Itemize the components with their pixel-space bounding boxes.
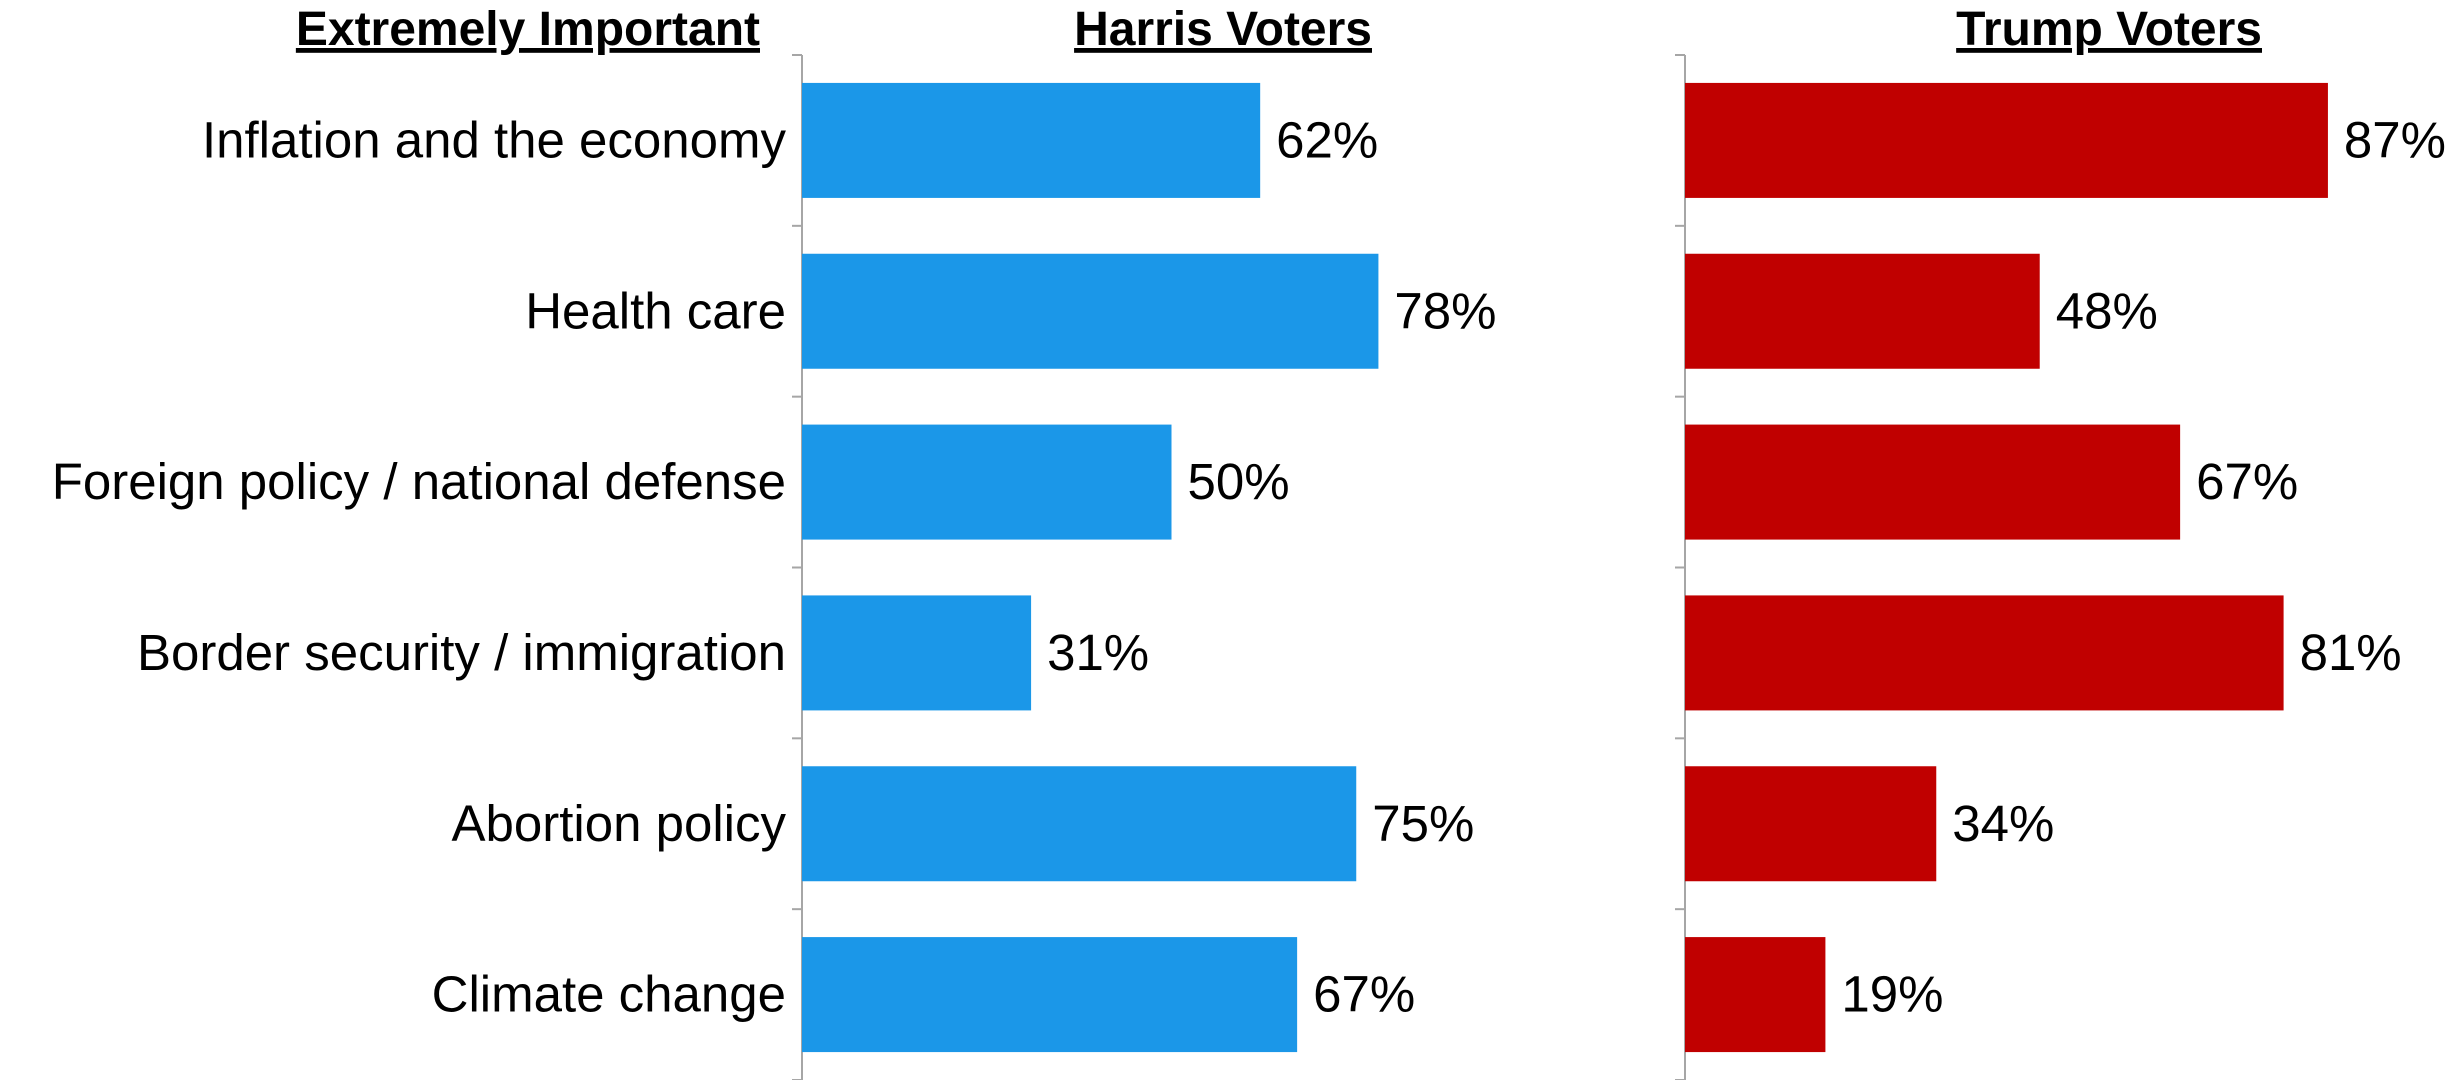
- bar: [1685, 937, 1826, 1053]
- data-label: 78%: [1394, 282, 1496, 339]
- bar: [802, 937, 1298, 1053]
- bar: [1685, 766, 1937, 882]
- panel-harris: 62% 78% 50% 31% 75% 67%: [792, 54, 1496, 1080]
- category-labels: Inflation and the economy Health care Fore…: [52, 111, 787, 1022]
- data-label: 50%: [1188, 453, 1290, 510]
- bar: [802, 82, 1261, 198]
- category-label: Foreign policy / national defense: [52, 453, 786, 510]
- data-label: 62%: [1276, 111, 1378, 168]
- bar: [802, 424, 1172, 540]
- data-label: 67%: [1313, 966, 1415, 1023]
- bar: [802, 595, 1032, 711]
- bar: [1685, 82, 2328, 198]
- bar: [1685, 253, 2040, 369]
- data-label: 67%: [2196, 453, 2298, 510]
- data-label: 31%: [1047, 624, 1149, 681]
- bar: [1685, 424, 2181, 540]
- category-label: Inflation and the economy: [202, 111, 787, 168]
- category-label: Abortion policy: [451, 795, 786, 852]
- data-label: 19%: [1841, 966, 1943, 1023]
- panel-title-trump: Trump Voters: [1956, 3, 2262, 56]
- data-label: 48%: [2056, 282, 2158, 339]
- row-header: Extremely Important: [296, 3, 760, 56]
- panel-title-harris: Harris Voters: [1074, 3, 1372, 56]
- category-label: Health care: [525, 282, 786, 339]
- bar: [802, 253, 1379, 369]
- data-label: 34%: [1952, 795, 2054, 852]
- category-label: Border security / immigration: [137, 624, 786, 681]
- data-label: 81%: [2300, 624, 2402, 681]
- data-label: 75%: [1372, 795, 1474, 852]
- panel-trump: 87% 48% 67% 81% 34% 19%: [1675, 54, 2446, 1080]
- bar: [1685, 595, 2284, 711]
- bar: [802, 766, 1357, 882]
- data-label: 87%: [2344, 111, 2446, 168]
- category-label: Climate change: [432, 966, 786, 1023]
